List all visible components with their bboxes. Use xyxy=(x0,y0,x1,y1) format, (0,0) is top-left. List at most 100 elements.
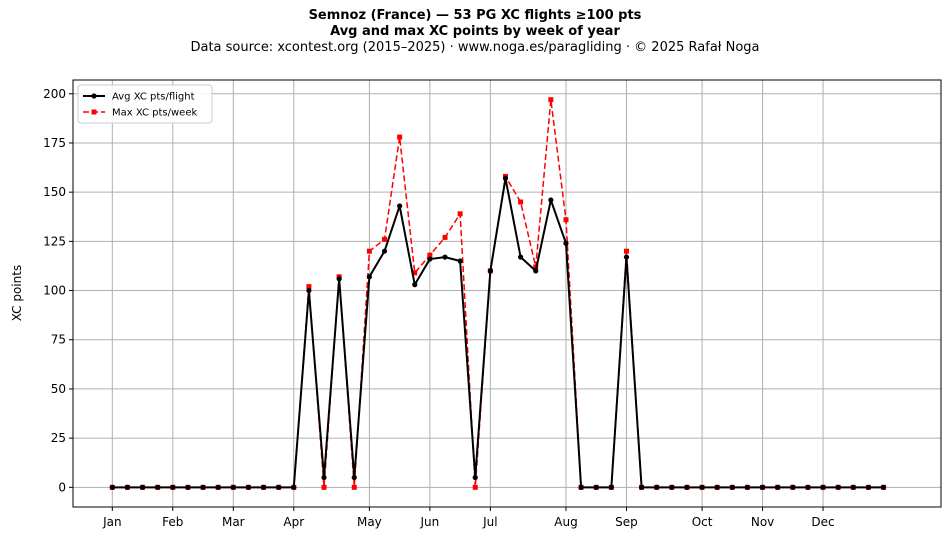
legend-marker-max xyxy=(91,109,97,115)
avg-data-point xyxy=(109,484,115,490)
y-tick-label: 150 xyxy=(43,185,66,199)
avg-data-point xyxy=(306,287,312,294)
data-source-note: Data source: xcontest.org (2015–2025) · … xyxy=(190,40,760,55)
avg-data-point xyxy=(442,254,448,260)
max-data-point xyxy=(427,252,433,258)
max-series-line xyxy=(112,98,884,489)
max-data-point xyxy=(548,97,554,103)
avg-data-point xyxy=(139,484,146,490)
avg-data-point xyxy=(759,484,766,490)
x-tick-label: Dec xyxy=(811,515,834,529)
series-layer xyxy=(109,97,887,490)
avg-data-point xyxy=(850,484,856,490)
grid xyxy=(73,80,941,507)
x-tick-label: Sep xyxy=(615,515,638,529)
avg-data-point xyxy=(412,282,418,288)
avg-data-point xyxy=(608,484,614,490)
avg-data-point xyxy=(351,474,357,481)
avg-data-point xyxy=(276,484,282,490)
legend-label-max: Max XC pts/week xyxy=(112,108,197,119)
avg-data-point xyxy=(215,484,221,490)
x-tick-label: Aug xyxy=(554,515,577,529)
avg-data-point xyxy=(200,484,206,490)
avg-data-point xyxy=(472,474,478,481)
avg-data-point xyxy=(533,268,539,274)
x-tick-label: Oct xyxy=(692,515,713,529)
max-data-point xyxy=(457,211,463,217)
max-data-point xyxy=(518,199,524,205)
avg-data-point xyxy=(548,197,554,203)
max-data-point xyxy=(366,248,372,254)
avg-data-point xyxy=(729,484,735,490)
avg-series-line xyxy=(112,177,884,489)
avg-data-point xyxy=(790,484,796,490)
max-data-point xyxy=(623,248,629,254)
max-data-point xyxy=(412,270,418,276)
chart-titles: Semnoz (France) — 53 PG XC flights ≥100 … xyxy=(0,8,950,56)
y-tick-label: 100 xyxy=(43,284,66,298)
y-axis-label: XC points xyxy=(10,265,24,321)
x-tick-label: Apr xyxy=(283,515,304,529)
avg-data-point xyxy=(563,240,569,246)
x-tick-label: Jul xyxy=(482,515,497,529)
chart-title: Semnoz (France) — 53 PG XC flights ≥100 … xyxy=(308,8,642,23)
legend-marker-avg xyxy=(91,93,97,99)
avg-data-point xyxy=(880,484,887,490)
y-tick-label: 175 xyxy=(43,136,66,150)
avg-data-point xyxy=(744,484,751,490)
y-tick-label: 200 xyxy=(43,87,66,101)
x-tick-label: Mar xyxy=(222,515,245,529)
avg-data-point xyxy=(381,248,388,254)
plot-frame xyxy=(72,79,942,508)
max-data-point xyxy=(351,484,357,490)
avg-data-point xyxy=(775,484,781,490)
avg-data-point xyxy=(805,484,811,490)
avg-data-point xyxy=(291,484,297,490)
avg-data-point xyxy=(230,484,236,490)
max-data-point xyxy=(563,217,569,223)
y-tick-label: 125 xyxy=(43,234,66,248)
avg-data-point xyxy=(593,484,599,490)
x-tick-label: Jun xyxy=(420,515,440,529)
avg-data-point xyxy=(518,254,524,260)
avg-data-point xyxy=(260,484,267,490)
avg-data-point xyxy=(245,484,252,490)
y-tick-label: 75 xyxy=(51,333,66,347)
max-data-point xyxy=(472,484,478,490)
avg-data-point xyxy=(865,484,872,490)
legend-box xyxy=(77,84,213,124)
avg-data-point xyxy=(155,484,161,490)
avg-data-point xyxy=(684,484,690,490)
avg-data-point xyxy=(321,474,327,481)
avg-data-point xyxy=(397,203,403,209)
legend-label-avg: Avg XC pts/flight xyxy=(112,92,195,103)
y-tick-label: 25 xyxy=(51,431,66,445)
avg-data-point xyxy=(699,484,705,490)
avg-data-point xyxy=(457,258,463,264)
avg-data-point xyxy=(669,484,675,490)
x-tick-label: Nov xyxy=(751,515,774,529)
avg-data-point xyxy=(185,484,191,490)
avg-data-point xyxy=(578,484,584,490)
avg-data-point xyxy=(366,274,372,280)
x-tick-label: May xyxy=(357,515,382,529)
y-tick-label: 0 xyxy=(58,480,66,494)
max-data-point xyxy=(397,134,403,140)
avg-data-point xyxy=(487,268,493,274)
max-data-point xyxy=(442,234,448,240)
avg-data-point xyxy=(427,256,433,262)
avg-data-point xyxy=(623,254,630,260)
max-data-point xyxy=(321,484,327,490)
y-tick-label: 50 xyxy=(51,382,66,396)
avg-data-point xyxy=(638,484,645,490)
chart-subtitle: Avg and max XC points by week of year xyxy=(330,24,620,39)
avg-data-point xyxy=(654,484,660,490)
avg-data-point xyxy=(124,484,131,490)
max-data-point xyxy=(382,236,388,242)
avg-data-point xyxy=(835,484,841,490)
avg-data-point xyxy=(714,484,720,490)
avg-data-point xyxy=(820,484,826,490)
legend: Avg XC pts/flight Max XC pts/week xyxy=(77,84,213,124)
avg-data-point xyxy=(336,276,342,282)
